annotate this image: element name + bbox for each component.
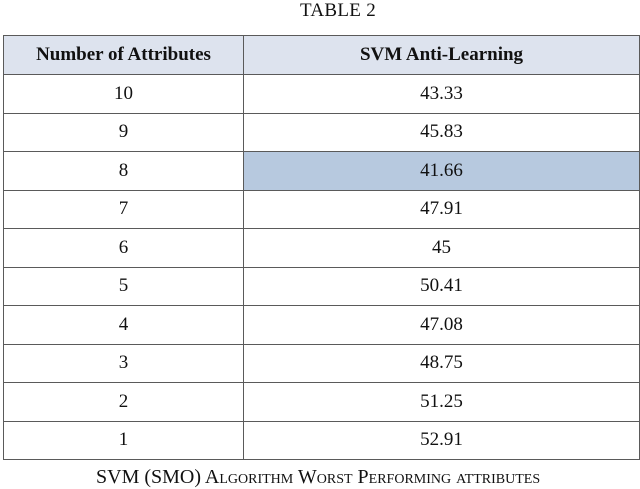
table-title: TABLE 2 <box>299 0 377 21</box>
cell-attributes: 4 <box>3 305 244 345</box>
table-row: 5 50.41 <box>3 266 640 306</box>
cell-svm-value: 41.66 <box>243 151 640 191</box>
cell-attributes: 5 <box>3 266 244 306</box>
table-row: 6 45 <box>3 228 640 268</box>
header-number-of-attributes: Number of Attributes <box>3 35 244 75</box>
table-caption: SVM (SMO) Algorithm Worst Performing att… <box>96 466 540 488</box>
table-row: 3 48.75 <box>3 343 640 383</box>
table-row: 10 43.33 <box>3 74 640 114</box>
cell-svm-value: 45 <box>243 228 640 268</box>
table-row: 1 52.91 <box>3 420 640 460</box>
cell-attributes: 6 <box>3 228 244 268</box>
cell-attributes: 3 <box>3 343 244 383</box>
cell-svm-value: 51.25 <box>243 382 640 422</box>
table-row: 4 47.08 <box>3 305 640 345</box>
cell-attributes: 10 <box>3 74 244 114</box>
table-row: 2 51.25 <box>3 382 640 422</box>
table-row: 8 41.66 <box>3 151 640 191</box>
cell-svm-value: 48.75 <box>243 343 640 383</box>
cell-svm-value: 47.08 <box>243 305 640 345</box>
cell-attributes: 2 <box>3 382 244 422</box>
table-row: 7 47.91 <box>3 189 640 229</box>
cell-attributes: 7 <box>3 189 244 229</box>
cell-svm-value: 52.91 <box>243 420 640 460</box>
table-header-row: Number of Attributes SVM Anti-Learning <box>3 35 640 75</box>
cell-svm-value: 50.41 <box>243 266 640 306</box>
cell-attributes: 9 <box>3 112 244 152</box>
cell-attributes: 8 <box>3 151 244 191</box>
cell-attributes: 1 <box>3 420 244 460</box>
cell-svm-value: 45.83 <box>243 112 640 152</box>
table-row: 9 45.83 <box>3 112 640 152</box>
header-svm-anti-learning: SVM Anti-Learning <box>243 35 640 75</box>
table-caption-text: SVM (SMO) Algorithm Worst Performing att… <box>96 466 541 488</box>
cell-svm-value: 43.33 <box>243 74 640 114</box>
cell-svm-value: 47.91 <box>243 189 640 229</box>
results-table: Number of Attributes SVM Anti-Learning 1… <box>3 35 640 460</box>
